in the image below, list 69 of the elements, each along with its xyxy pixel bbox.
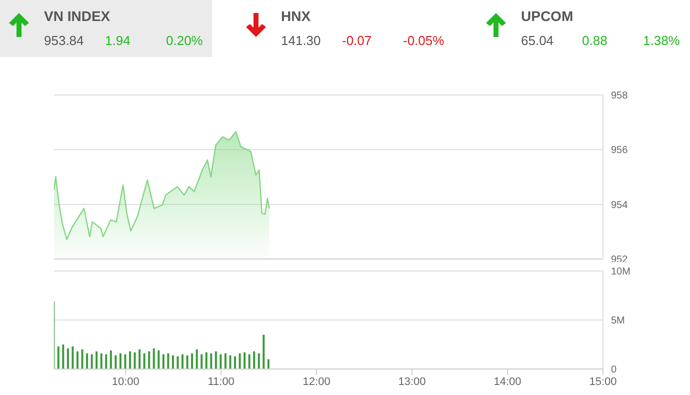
x-tick-label: 13:00 [398, 376, 426, 388]
bar [86, 353, 88, 369]
bar [267, 359, 270, 369]
bar [134, 352, 136, 369]
bar [172, 355, 174, 369]
bar [244, 352, 246, 369]
bar [176, 356, 179, 369]
bar [186, 355, 188, 369]
bar [262, 334, 265, 369]
x-tick-label: 15:00 [589, 376, 617, 388]
bar [114, 355, 117, 369]
bar [224, 353, 226, 369]
bar [167, 353, 170, 369]
bar [182, 354, 184, 369]
bar [148, 351, 150, 369]
text: 0.88 [582, 33, 608, 48]
y-tick-label: 5M [611, 316, 625, 327]
y-tick-label: 956 [611, 145, 628, 156]
bar [62, 344, 64, 369]
bar [205, 352, 208, 369]
category-label: UPCOM [521, 8, 574, 24]
bar [258, 353, 260, 369]
bar [119, 353, 122, 369]
bar [210, 353, 212, 369]
bar [196, 349, 198, 369]
text: 953.84 [44, 33, 84, 48]
y-tick-label: 954 [611, 200, 628, 211]
y-tick-label: 958 [611, 90, 628, 102]
x-tick-label: 11:00 [208, 376, 234, 388]
bar [214, 351, 217, 369]
bar [90, 354, 93, 369]
y-tick-label: 0 [611, 364, 617, 376]
bar [128, 351, 131, 369]
text: 0.20% [166, 33, 203, 48]
text: 65.04 [521, 33, 554, 48]
bar [162, 354, 164, 369]
bar [66, 348, 69, 369]
bar [72, 346, 74, 369]
bar [234, 356, 236, 369]
bar [158, 350, 160, 369]
bar [105, 354, 108, 369]
x-tick-label: 12:00 [302, 376, 330, 388]
bar [76, 351, 78, 369]
bar [81, 349, 84, 369]
category-label: HNX [281, 8, 311, 24]
bar [152, 348, 155, 369]
bar [253, 351, 256, 369]
bar [238, 353, 241, 369]
text: -0.07 [342, 33, 372, 48]
bar [96, 351, 98, 369]
bar [57, 346, 60, 369]
text: -0.05% [403, 33, 444, 48]
bar [220, 354, 222, 369]
bar [138, 349, 141, 369]
category-label: VN INDEX [44, 8, 110, 24]
x-tick-label: 14:00 [494, 376, 522, 388]
text: 1.94 [105, 33, 130, 48]
bar [143, 353, 146, 369]
bar [200, 354, 203, 369]
bar [248, 354, 250, 369]
bar [229, 355, 232, 369]
bar [100, 353, 102, 369]
bar [124, 354, 126, 369]
y-tick-label: 10M [611, 266, 630, 278]
bar [191, 353, 194, 369]
x-tick-label: 10:00 [112, 376, 140, 388]
bar [110, 350, 112, 369]
text: 141.30 [281, 33, 321, 48]
text: 1.38% [643, 33, 680, 48]
